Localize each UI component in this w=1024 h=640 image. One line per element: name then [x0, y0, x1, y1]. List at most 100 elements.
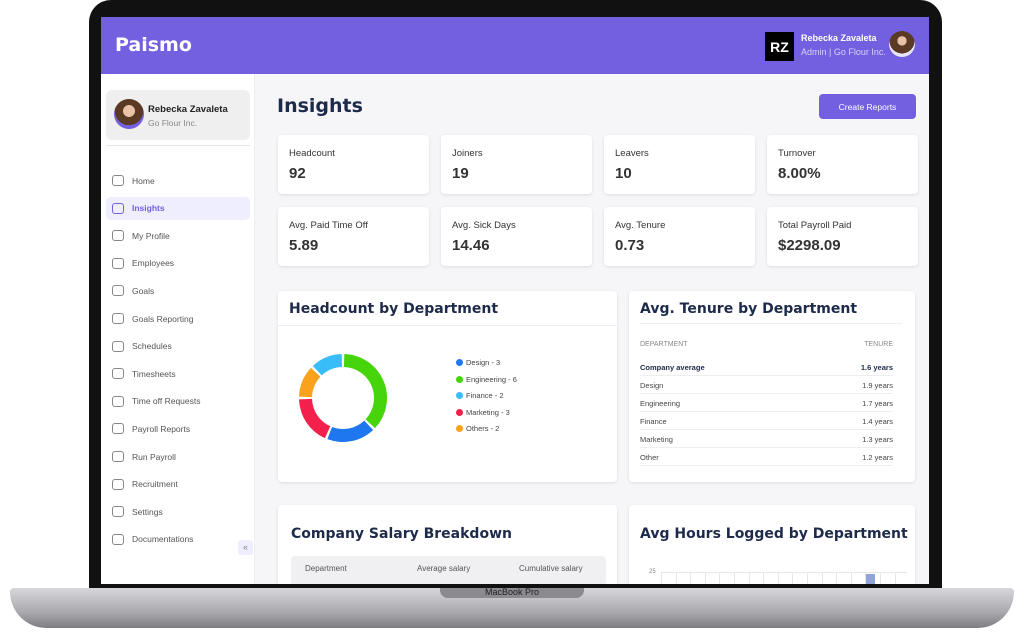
sidebar-item-run-payroll[interactable]: Run Payroll [106, 445, 250, 468]
sidebar-item-label: Home [132, 175, 155, 186]
stat-card-headcount: Headcount 92 [278, 135, 429, 194]
sidebar-item-payroll-reports[interactable]: Payroll Reports [106, 417, 250, 440]
donut-slice-engineering[interactable] [343, 354, 387, 429]
stat-label: Total Payroll Paid [778, 220, 852, 231]
hours-card: Avg Hours Logged by Department 2520 [629, 505, 915, 584]
tenure-dept: Other [640, 453, 659, 462]
dollar-icon [112, 451, 124, 462]
sidebar-item-label: Employees [132, 258, 175, 269]
stat-label: Joiners [452, 148, 483, 159]
stopwatch-icon [112, 368, 124, 380]
users-icon [112, 257, 124, 269]
donut-slice-finance[interactable] [312, 354, 343, 376]
stat-value: 92 [289, 165, 306, 182]
sidebar-item-employees[interactable]: Employees [106, 252, 250, 275]
divider [278, 325, 617, 326]
legend-item[interactable]: Engineering - 6 [456, 375, 517, 384]
headcount-card: Headcount by Department Design - 3 Engine… [278, 291, 617, 482]
sidebar-item-label: Time off Requests [132, 396, 201, 407]
insights-icon [112, 202, 124, 214]
sidebar-item-time-off-requests[interactable]: Time off Requests [106, 390, 250, 413]
grid-line [836, 572, 838, 584]
sidebar-item-settings[interactable]: Settings [106, 500, 250, 523]
sidebar-item-label: Recruitment [132, 479, 178, 490]
create-reports-button[interactable]: Create Reports [819, 94, 916, 119]
divider [106, 145, 250, 146]
legend-label: Design - 3 [466, 358, 501, 367]
tenure-dept: Finance [640, 417, 667, 426]
sidebar-item-label: Run Payroll [132, 451, 176, 462]
gear-icon [112, 506, 124, 518]
sidebar-item-goals[interactable]: Goals [106, 279, 250, 302]
sidebar-item-recruitment[interactable]: Recruitment [106, 473, 250, 496]
legend-item[interactable]: Marketing - 3 [456, 408, 510, 417]
sidebar-item-goals-reporting[interactable]: Goals Reporting [106, 307, 250, 330]
col-department: Department [305, 564, 347, 573]
sidebar-item-timesheets[interactable]: Timesheets [106, 362, 250, 385]
sidebar-item-documentations[interactable]: Documentations [106, 528, 250, 551]
legend-label: Marketing - 3 [466, 407, 510, 417]
tenure-dept: Company average [640, 363, 705, 372]
tenure-value: 1.3 years [862, 435, 893, 444]
grid-line [850, 572, 852, 584]
device-label: MacBook Pro [484, 587, 540, 597]
tenure-row: Company average 1.6 years [640, 359, 893, 376]
grid-line [748, 572, 750, 584]
stat-label: Avg. Tenure [615, 220, 666, 231]
hours-bar[interactable] [866, 574, 875, 584]
tenure-dept: Marketing [640, 435, 673, 444]
user-card[interactable]: Rebecka Zavaleta Go Flour Inc. [106, 90, 250, 140]
stat-card-avg-tenure: Avg. Tenure 0.73 [604, 207, 755, 266]
legend-item[interactable]: Others - 2 [456, 424, 499, 433]
col-department: DEPARTMENT [640, 341, 688, 348]
user-name: Rebecka Zavaleta [148, 104, 228, 115]
sidebar-item-label: Goals Reporting [132, 313, 194, 324]
collapse-sidebar-button[interactable]: « [238, 540, 253, 555]
folder-icon [112, 533, 124, 545]
donut-slice-marketing[interactable] [299, 398, 331, 439]
legend-item[interactable]: Design - 3 [456, 358, 500, 367]
tenure-value: 1.2 years [862, 453, 893, 462]
sidebar: Rebecka Zavaleta Go Flour Inc. Home Insig… [101, 74, 255, 584]
col-average-salary: Average salary [417, 564, 471, 573]
sidebar-item-my-profile[interactable]: My Profile [106, 224, 250, 247]
stat-label: Avg. Sick Days [452, 220, 516, 231]
stat-value: 8.00% [778, 165, 821, 182]
page-title: Insights [277, 95, 363, 117]
header-user-role: Admin | Go Flour Inc. [801, 47, 886, 57]
donut-slice-others[interactable] [299, 367, 321, 398]
card-title: Avg Hours Logged by Department [640, 526, 908, 542]
sidebar-item-label: Settings [132, 506, 163, 517]
grid-line [821, 572, 823, 584]
header-avatar[interactable] [889, 31, 915, 57]
grid-line [704, 572, 706, 584]
grid-line [661, 572, 907, 573]
card-title: Avg. Tenure by Department [640, 301, 858, 317]
donut-slice-design[interactable] [327, 420, 374, 442]
target-icon [112, 285, 124, 297]
top-header: Paismo RZ Rebecka Zavaleta Admin | Go Fl… [101, 17, 929, 74]
stat-value: 5.89 [289, 237, 319, 254]
legend-dot [456, 359, 463, 366]
stat-value: 19 [452, 165, 469, 182]
app-logo[interactable]: Paismo [115, 34, 192, 56]
tenure-dept: Design [640, 381, 664, 390]
tenure-row: Engineering 1.7 years [640, 395, 893, 412]
sidebar-item-label: Insights [132, 203, 165, 214]
sidebar-item-label: My Profile [132, 230, 170, 241]
legend-item[interactable]: Finance - 2 [456, 391, 504, 400]
card-title: Company Salary Breakdown [291, 526, 512, 542]
tenure-value: 1.7 years [862, 399, 893, 408]
sidebar-item-insights[interactable]: Insights [106, 196, 250, 220]
grid-line [880, 572, 881, 584]
tenure-value: 1.9 years [862, 381, 893, 390]
grid-line [763, 572, 765, 584]
stat-card-total-payroll-paid: Total Payroll Paid $2298.09 [767, 207, 918, 266]
stat-card-avg-paid-time-off: Avg. Paid Time Off 5.89 [278, 207, 429, 266]
sidebar-item-schedules[interactable]: Schedules [106, 335, 250, 358]
salary-table-header: Department Average salary Cumulative sal… [291, 556, 606, 584]
tenure-row: Finance 1.4 years [640, 413, 893, 430]
sidebar-item-home[interactable]: Home [106, 169, 250, 192]
bar-chart-icon [112, 423, 124, 435]
header-user-name: Rebecka Zavaleta [801, 33, 877, 43]
